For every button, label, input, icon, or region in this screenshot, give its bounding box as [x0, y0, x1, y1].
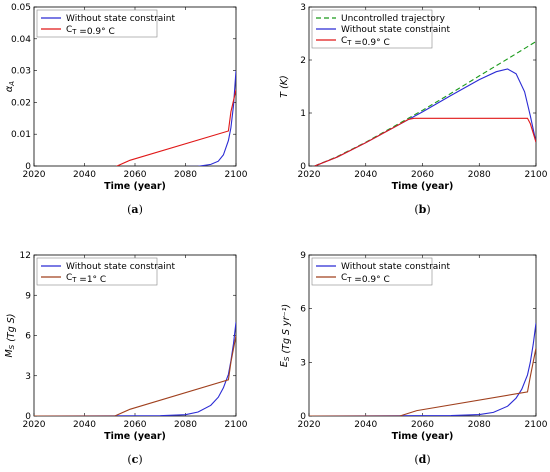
y-tick-label: 0.03 — [11, 67, 31, 77]
y-tick-label: 2 — [300, 56, 306, 66]
legend-label: Uncontrolled trajectory — [341, 14, 446, 24]
series-line-2 — [309, 347, 536, 416]
legend-label: CT =0.9° C — [341, 273, 390, 285]
series-line-3 — [314, 117, 536, 166]
x-tick-label: 2060 — [124, 170, 147, 180]
x-axis-label: Time (year) — [392, 431, 454, 442]
x-tick-label: 2020 — [23, 420, 46, 430]
y-axis-label: MS (Tg S) — [4, 313, 17, 357]
x-tick-label: 2020 — [298, 170, 321, 180]
x-tick-label: 2040 — [354, 170, 377, 180]
y-tick-label: 0 — [300, 162, 306, 172]
legend-box — [36, 9, 158, 38]
legend-label: Without state constraint — [66, 14, 175, 24]
legend-label: Without state constraint — [341, 262, 450, 272]
x-tick-label: 2100 — [525, 170, 548, 180]
x-tick-label: 2040 — [73, 170, 96, 180]
y-tick-label: 1 — [300, 109, 306, 119]
x-tick-label: 2100 — [225, 170, 248, 180]
x-axis-label: Time (year) — [392, 181, 454, 192]
y-tick-label: 0.02 — [11, 98, 31, 108]
y-axis-label: αA — [4, 81, 16, 92]
y-tick-label: 0 — [300, 412, 306, 422]
legend-box — [311, 257, 433, 286]
panel-caption: (c) — [127, 453, 142, 466]
y-tick-label: 3 — [300, 358, 306, 368]
y-tick-label: 0 — [25, 412, 31, 422]
x-tick-label: 2080 — [174, 420, 197, 430]
y-tick-label: 0.05 — [11, 3, 31, 13]
legend-label: Without state constraint — [341, 25, 450, 35]
legend-label: CT =0.9° C — [341, 36, 390, 48]
legend-label: CT =0.9° C — [66, 25, 115, 37]
x-tick-label: 2020 — [23, 170, 46, 180]
series-line-1 — [34, 322, 236, 416]
x-tick-label: 2060 — [411, 170, 434, 180]
chart-d: 2020 2040 2060 2080 2100 0 3 6 9 Time (year) ES (T… — [279, 251, 548, 466]
y-tick-label: 0 — [25, 162, 31, 172]
x-tick-label: 2080 — [468, 420, 491, 430]
y-tick-label: 9 — [25, 291, 31, 301]
y-axis-label: T (K) — [279, 75, 290, 97]
x-tick-label: 2100 — [525, 420, 548, 430]
x-axis-label: Time (year) — [104, 431, 166, 442]
series-line-1 — [314, 41, 536, 166]
chart-a: 2020 2040 2060 2080 2100 0 0.01 0.02 0.03 0.04 0.0… — [4, 3, 248, 216]
y-tick-label: 0.01 — [11, 130, 31, 140]
x-tick-label: 2060 — [411, 420, 434, 430]
y-tick-label: 12 — [20, 251, 31, 261]
x-tick-label: 2040 — [73, 420, 96, 430]
y-tick-label: 0.04 — [11, 35, 31, 45]
y-tick-label: 3 — [25, 372, 31, 382]
series-line-1 — [309, 322, 536, 416]
series-line-2 — [34, 335, 236, 416]
y-tick-label: 6 — [25, 332, 31, 342]
chart-b: 2020 2040 2060 2080 2100 0 1 2 3 Time (year) T (K)… — [279, 3, 548, 216]
panel-caption: (b) — [414, 203, 430, 216]
legend-box — [36, 257, 158, 286]
legend-label: CT =1° C — [66, 273, 106, 285]
y-axis-label: ES (Tg S yr⁻¹) — [279, 304, 292, 367]
series-line-2 — [115, 89, 236, 166]
x-tick-label: 2080 — [174, 170, 197, 180]
series-line-1 — [184, 70, 236, 166]
panel-caption: (a) — [127, 203, 143, 216]
y-tick-label: 9 — [300, 251, 306, 261]
legend-label: Without state constraint — [66, 262, 175, 272]
x-tick-label: 2060 — [124, 420, 147, 430]
x-tick-label: 2080 — [468, 170, 491, 180]
x-axis-label: Time (year) — [104, 181, 166, 192]
y-tick-label: 6 — [300, 305, 306, 315]
y-tick-label: 3 — [300, 3, 306, 13]
x-tick-label: 2100 — [225, 420, 248, 430]
x-tick-label: 2020 — [298, 420, 321, 430]
x-tick-label: 2040 — [354, 420, 377, 430]
panel-caption: (d) — [414, 453, 430, 466]
chart-c: 2020 2040 2060 2080 2100 0 3 6 9 12 Time (year) MS … — [4, 251, 248, 466]
